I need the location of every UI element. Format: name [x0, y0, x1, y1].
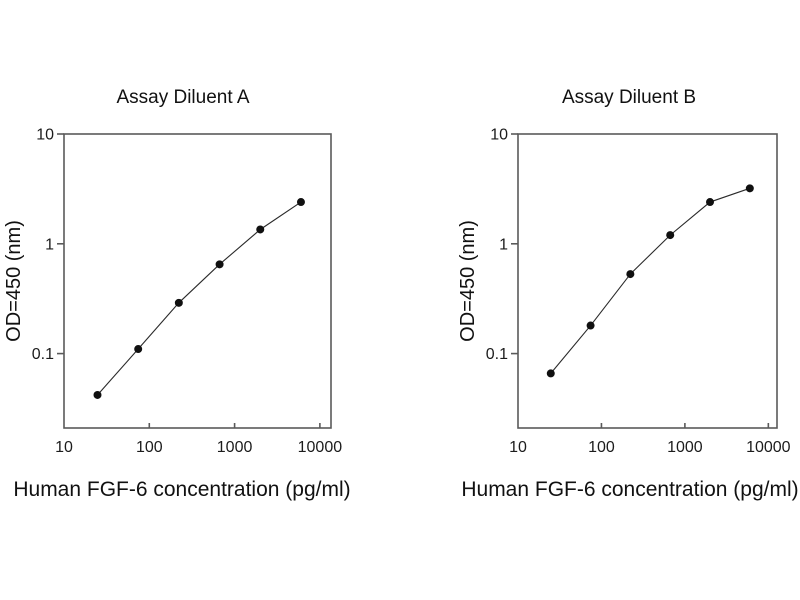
x-tick-label: 100	[588, 439, 615, 456]
x-axis-label: Human FGF-6 concentration (pg/ml)	[13, 478, 350, 501]
x-tick-label: 10000	[746, 439, 791, 456]
y-tick-label: 10	[490, 127, 508, 144]
data-point	[256, 225, 265, 234]
plot-area: 10 1 0.1 10 100 1000 10000	[486, 127, 791, 457]
standard-curve-line	[97, 201, 302, 396]
data-point	[174, 298, 183, 307]
y-tick-label: 10	[36, 127, 54, 144]
data-point	[706, 198, 715, 207]
data-point	[93, 390, 102, 399]
plot-frame	[517, 133, 778, 429]
data-point	[666, 231, 675, 240]
data-point	[296, 198, 305, 207]
x-tick-label: 10000	[298, 439, 343, 456]
y-axis-label: OD=450 (nm)	[3, 220, 25, 342]
data-point	[215, 260, 224, 269]
x-tick-label: 10	[55, 439, 73, 456]
data-point	[745, 184, 754, 193]
y-tick-label: 0.1	[32, 346, 54, 363]
y-axis-label: OD=450 (nm)	[457, 220, 479, 342]
x-axis-label: Human FGF-6 concentration (pg/ml)	[461, 478, 798, 501]
chart-assay-diluent-b: Assay Diluent B OD=450 (nm) Human FGF-6 …	[457, 87, 799, 501]
data-point	[134, 345, 143, 354]
data-point	[546, 369, 555, 378]
data-point	[626, 270, 635, 279]
y-tick-label: 1	[499, 236, 508, 253]
chart-title: Assay Diluent B	[562, 87, 696, 108]
x-tick-label: 1000	[217, 439, 253, 456]
standard-curve-line	[550, 187, 751, 374]
chart-title: Assay Diluent A	[116, 87, 249, 108]
x-tick-label: 1000	[667, 439, 703, 456]
data-point	[586, 321, 595, 330]
x-tick-label: 10	[509, 439, 527, 456]
y-tick-label: 1	[45, 236, 54, 253]
plot-area: 10 1 0.1 10 100 1000 10000	[32, 127, 342, 457]
chart-assay-diluent-a: Assay Diluent A OD=450 (nm) Human FGF-6 …	[3, 87, 351, 501]
plot-frame	[63, 133, 332, 429]
y-tick-label: 0.1	[486, 346, 508, 363]
x-tick-label: 100	[136, 439, 163, 456]
